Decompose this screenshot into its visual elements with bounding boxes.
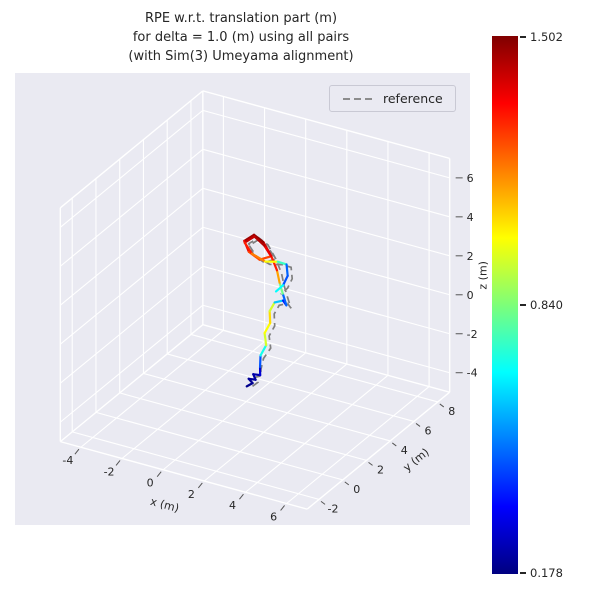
colorbar <box>492 36 518 574</box>
legend-label-reference: reference <box>383 91 443 106</box>
svg-text:4: 4 <box>467 211 474 224</box>
svg-text:-2: -2 <box>467 328 478 341</box>
svg-text:-2: -2 <box>328 502 339 515</box>
title-line-2: for delta = 1.0 (m) using all pairs <box>132 30 350 45</box>
svg-text:-4: -4 <box>467 367 478 380</box>
svg-text:-4: -4 <box>62 454 73 467</box>
title-line-3: (with Sim(3) Umeyama alignment) <box>128 49 354 64</box>
colorbar-label-min: 0.178 <box>530 566 563 580</box>
title-line-1: RPE w.r.t. translation part (m) <box>144 11 338 26</box>
colorbar-label-mid: 0.840 <box>530 298 563 312</box>
colorbar-tick-top <box>520 36 526 38</box>
colorbar-label-max: 1.502 <box>530 30 563 44</box>
svg-text:6: 6 <box>467 172 474 185</box>
svg-text:6: 6 <box>425 424 432 437</box>
svg-text:-2: -2 <box>104 465 115 478</box>
legend: reference <box>329 85 456 112</box>
svg-text:2: 2 <box>188 488 195 501</box>
svg-text:0: 0 <box>467 289 474 302</box>
svg-text:2: 2 <box>377 463 384 476</box>
svg-text:2: 2 <box>467 250 474 263</box>
svg-text:6: 6 <box>270 510 277 523</box>
svg-text:x (m): x (m) <box>149 495 181 515</box>
svg-text:z (m): z (m) <box>477 261 490 290</box>
svg-text:0: 0 <box>147 477 154 490</box>
colorbar-tick-mid <box>520 304 526 306</box>
chart-title: RPE w.r.t. translation part (m) for delt… <box>10 9 472 66</box>
svg-text:4: 4 <box>401 444 408 457</box>
colorbar-tick-bottom <box>520 572 526 574</box>
svg-text:4: 4 <box>229 499 236 512</box>
reference-line-sample-icon <box>343 97 373 100</box>
svg-text:8: 8 <box>448 405 455 418</box>
svg-text:0: 0 <box>353 483 360 496</box>
